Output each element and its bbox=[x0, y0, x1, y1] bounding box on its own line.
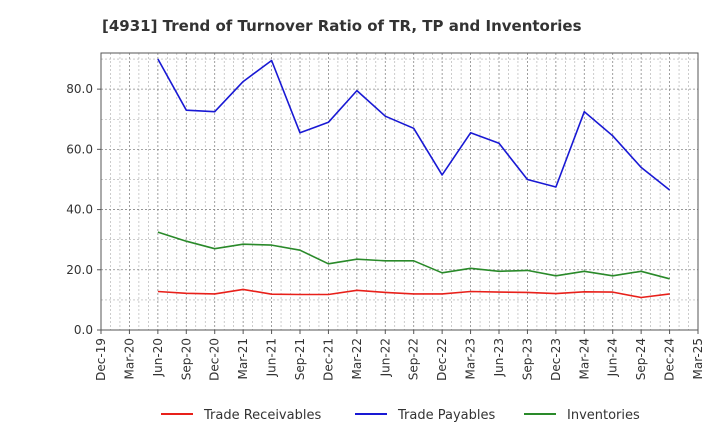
grid-lines bbox=[100, 53, 699, 331]
x-tick-label: Sep-20 bbox=[179, 338, 193, 380]
plot-frame bbox=[100, 52, 699, 331]
x-tick-label: Jun-20 bbox=[151, 338, 165, 377]
x-tick-label: Mar-21 bbox=[236, 338, 250, 379]
series-lines bbox=[157, 58, 671, 299]
axes bbox=[97, 52, 699, 334]
legend-label-trade-payables: Trade Payables bbox=[397, 408, 495, 423]
x-tick-label: Dec-19 bbox=[94, 338, 108, 381]
x-tick-label: Dec-24 bbox=[663, 338, 677, 381]
y-tick-label: 40.0 bbox=[66, 203, 93, 217]
x-tick-label: Sep-21 bbox=[293, 338, 307, 380]
series-line-trade-receivables bbox=[157, 288, 670, 299]
x-tick-label: Mar-22 bbox=[350, 338, 364, 379]
chart-title: [4931] Trend of Turnover Ratio of TR, TP… bbox=[102, 17, 582, 35]
y-tick-label: 0.0 bbox=[74, 323, 93, 337]
x-tick-label: Sep-23 bbox=[520, 338, 534, 380]
legend-label-inventories: Inventories bbox=[567, 408, 640, 423]
x-tick-label: Mar-24 bbox=[577, 338, 591, 379]
series-line-trade-payables bbox=[157, 58, 671, 191]
legend: Trade Receivables Trade Payables Inventori… bbox=[161, 408, 640, 423]
x-tick-label: Sep-22 bbox=[407, 338, 421, 380]
y-tick-label: 60.0 bbox=[66, 142, 93, 156]
y-tick-label: 20.0 bbox=[66, 263, 93, 277]
x-tick-label: Mar-25 bbox=[691, 338, 705, 379]
x-tick-labels: Dec-19 Mar-20 Jun-20 Sep-20 Dec-20 Mar-21 Jun-… bbox=[94, 338, 705, 381]
x-tick-label: Mar-20 bbox=[122, 338, 136, 379]
x-tick-label: Dec-21 bbox=[321, 338, 335, 381]
x-tick-label: Dec-22 bbox=[435, 338, 449, 381]
x-tick-label: Jun-21 bbox=[265, 338, 279, 377]
x-tick-label: Mar-23 bbox=[464, 338, 478, 379]
x-tick-label: Dec-20 bbox=[208, 338, 222, 381]
x-tick-label: Dec-23 bbox=[549, 338, 563, 381]
x-tick-label: Jun-22 bbox=[378, 338, 392, 377]
y-tick-labels: 0.0 20.0 40.0 60.0 80.0 bbox=[66, 82, 93, 337]
x-tick-label: Jun-24 bbox=[606, 338, 620, 377]
legend-label-trade-receivables: Trade Receivables bbox=[203, 408, 321, 423]
y-tick-label: 80.0 bbox=[66, 82, 93, 96]
x-tick-label: Sep-24 bbox=[634, 338, 648, 380]
x-tick-label: Jun-23 bbox=[492, 338, 506, 377]
series-line-inventories bbox=[157, 231, 670, 280]
